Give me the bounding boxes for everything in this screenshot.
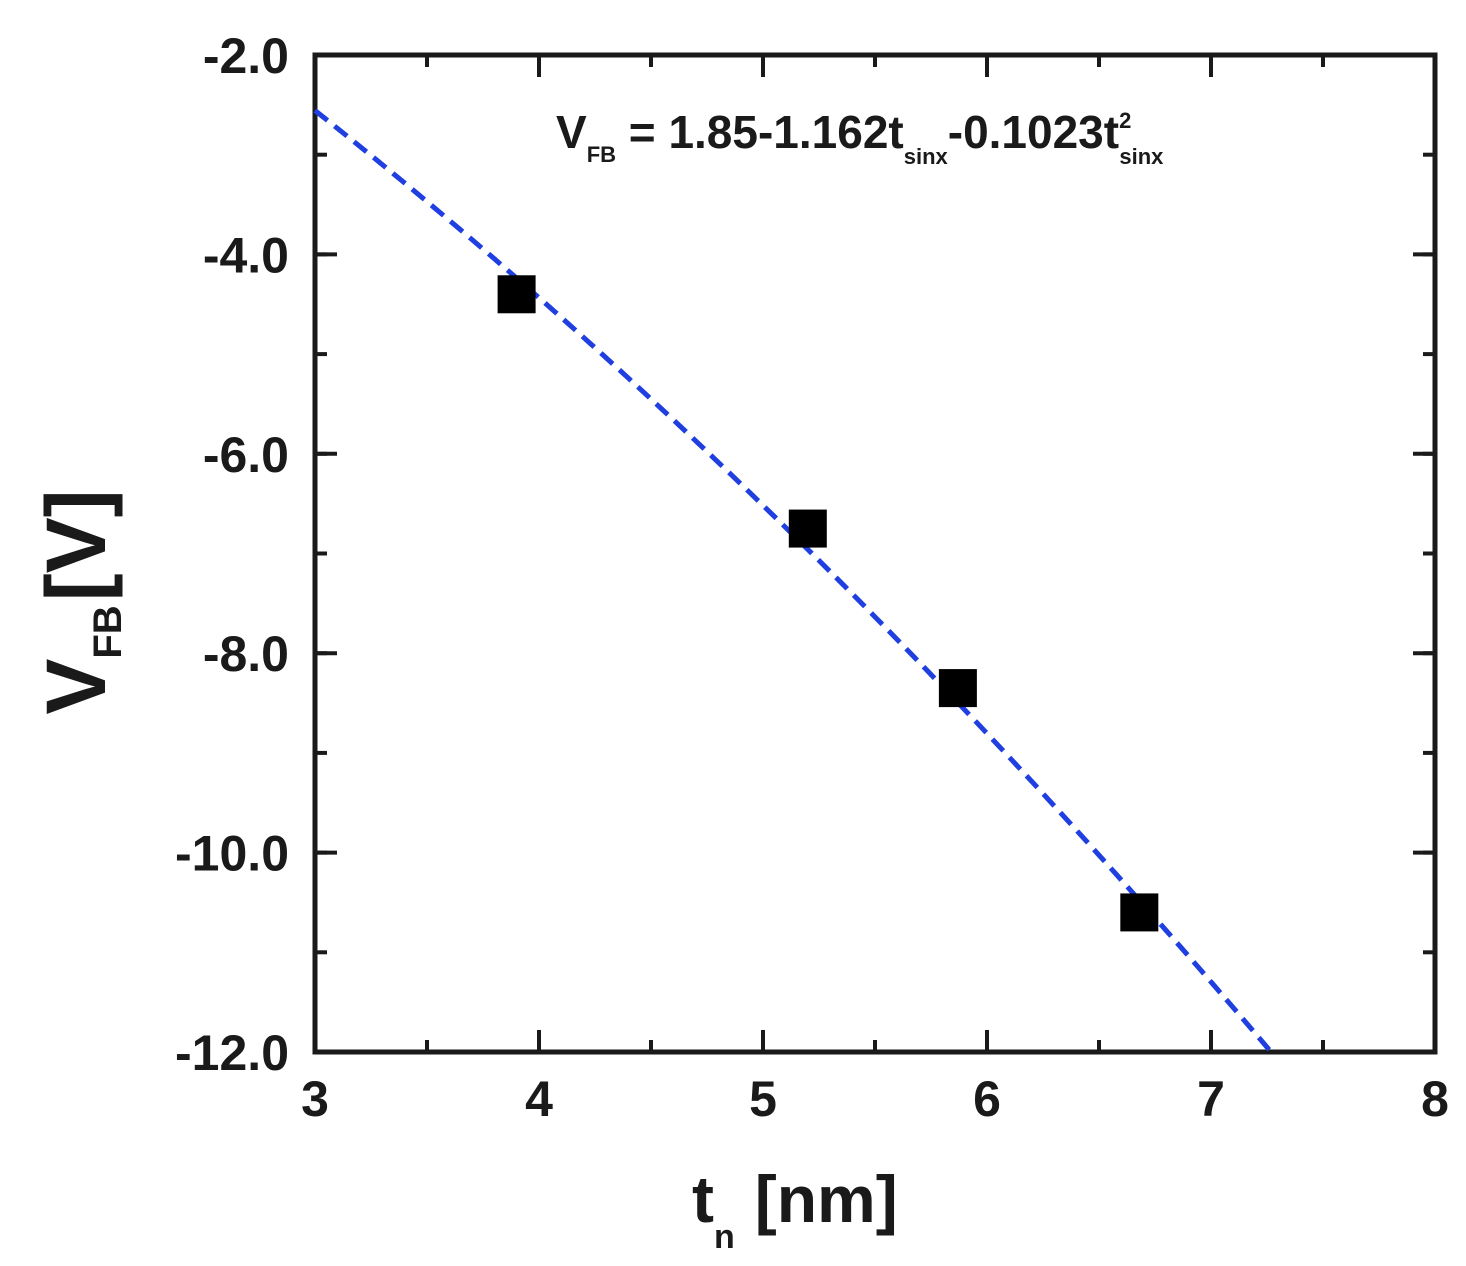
fit-equation-part1: = 1.85-1.162t — [616, 106, 904, 158]
plot-frame — [312, 52, 1438, 1055]
fit-equation-sub1: sinx — [904, 144, 949, 169]
y-axis-title-sub: FB — [86, 605, 130, 658]
major-ticks — [313, 53, 1437, 1054]
data-point-marker — [938, 669, 977, 708]
y-axis-title-main: V — [29, 659, 123, 715]
y-tick-label: -2.0 — [203, 28, 289, 84]
y-tick-label: -8.0 — [203, 626, 289, 682]
data-point-marker — [497, 275, 536, 314]
x-axis-title: tn [nm] — [692, 1162, 898, 1256]
x-axis-title-sub: n — [714, 1218, 735, 1256]
x-tick-labels: 3 4 5 6 7 8 — [301, 1071, 1449, 1127]
fit-equation: VFB = 1.85-1.162tsinx-0.1023t2 sinx — [556, 106, 1164, 169]
x-tick-label: 5 — [749, 1071, 777, 1127]
fit-equation-part2: -0.1023t — [948, 106, 1119, 158]
fit-equation-sub2: sinx — [1119, 144, 1164, 169]
fit-equation-sup2: 2 — [1119, 108, 1131, 133]
fit-equation-lhs: V — [556, 106, 587, 158]
x-tick-label: 7 — [1197, 1071, 1225, 1127]
x-axis-title-main: t — [692, 1162, 714, 1236]
data-point-marker — [1120, 893, 1159, 932]
data-point-marker — [788, 509, 827, 548]
x-tick-label: 4 — [525, 1071, 553, 1127]
y-tick-labels: -12.0 -10.0 -8.0 -6.0 -4.0 -2.0 — [175, 28, 289, 1081]
y-tick-label: -6.0 — [203, 427, 289, 483]
y-tick-label: -12.0 — [175, 1025, 289, 1081]
y-tick-label: -10.0 — [175, 826, 289, 882]
y-tick-label: -4.0 — [203, 227, 289, 283]
x-tick-label: 3 — [301, 1071, 329, 1127]
y-axis-title: VFB[V] — [29, 489, 130, 714]
y-axis-title-unit: [V] — [29, 489, 123, 601]
minor-ticks — [315, 55, 1435, 1052]
x-tick-label: 6 — [973, 1071, 1001, 1127]
x-axis-title-unit: [nm] — [755, 1162, 898, 1236]
data-markers — [497, 275, 1159, 932]
x-tick-label: 8 — [1421, 1071, 1449, 1127]
fit-equation-lhs-sub: FB — [587, 142, 616, 167]
